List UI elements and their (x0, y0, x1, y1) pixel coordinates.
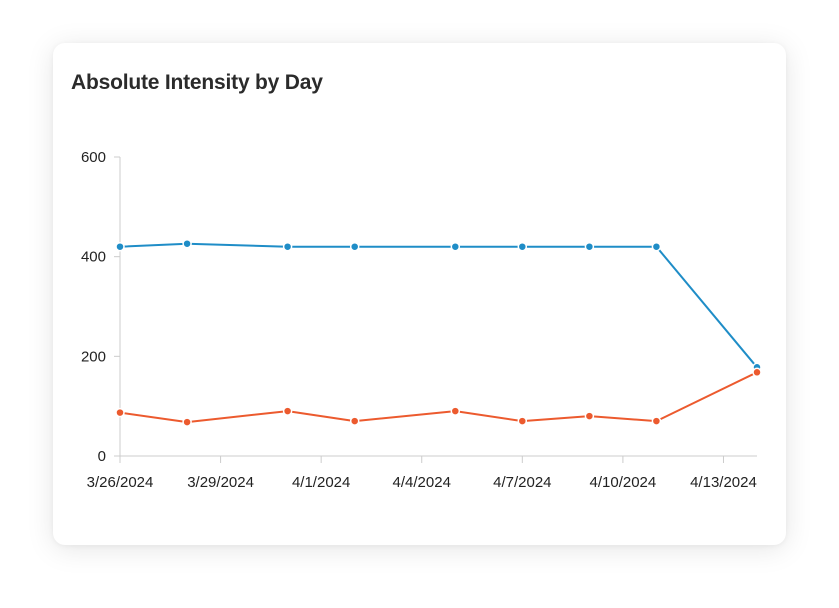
data-point (182, 238, 192, 249)
data-point (752, 367, 762, 378)
data-point (450, 241, 461, 252)
data-point (450, 406, 461, 416)
x-tick-label: 4/13/2024 (690, 474, 757, 491)
series-1 (115, 367, 762, 427)
data-point (584, 411, 595, 421)
series-0 (115, 238, 762, 373)
data-point (349, 416, 360, 426)
axes: 0 200 400 600 3/26/2024 3/29/2024 4/1/2024 4/4/… (81, 149, 757, 491)
series-line (119, 371, 758, 424)
data-point (651, 241, 662, 252)
x-tick-label: 4/1/2024 (292, 474, 350, 491)
data-point (517, 241, 528, 252)
x-tick-label: 3/26/2024 (87, 474, 154, 491)
y-tick-label: 600 (81, 149, 106, 166)
x-tick-label: 4/7/2024 (493, 474, 551, 491)
data-point (282, 241, 293, 252)
chart-title: Absolute Intensity by Day (71, 71, 323, 94)
y-tick-label: 400 (81, 249, 106, 266)
x-tick-label: 3/29/2024 (187, 474, 254, 491)
y-tick-label: 200 (81, 348, 106, 365)
data-point (517, 416, 528, 426)
series-line (119, 242, 758, 369)
series-layer (115, 238, 762, 427)
data-point (349, 241, 360, 252)
x-tick-label: 4/10/2024 (590, 474, 657, 491)
data-point (182, 417, 192, 427)
data-point (282, 406, 293, 416)
chart-card: Absolute Intensity by Day (53, 43, 786, 545)
data-point (115, 407, 125, 418)
data-point (651, 416, 662, 426)
x-tick-label: 4/4/2024 (393, 474, 451, 491)
data-point (115, 241, 125, 252)
data-point (584, 241, 595, 252)
y-tick-label: 0 (98, 448, 106, 465)
